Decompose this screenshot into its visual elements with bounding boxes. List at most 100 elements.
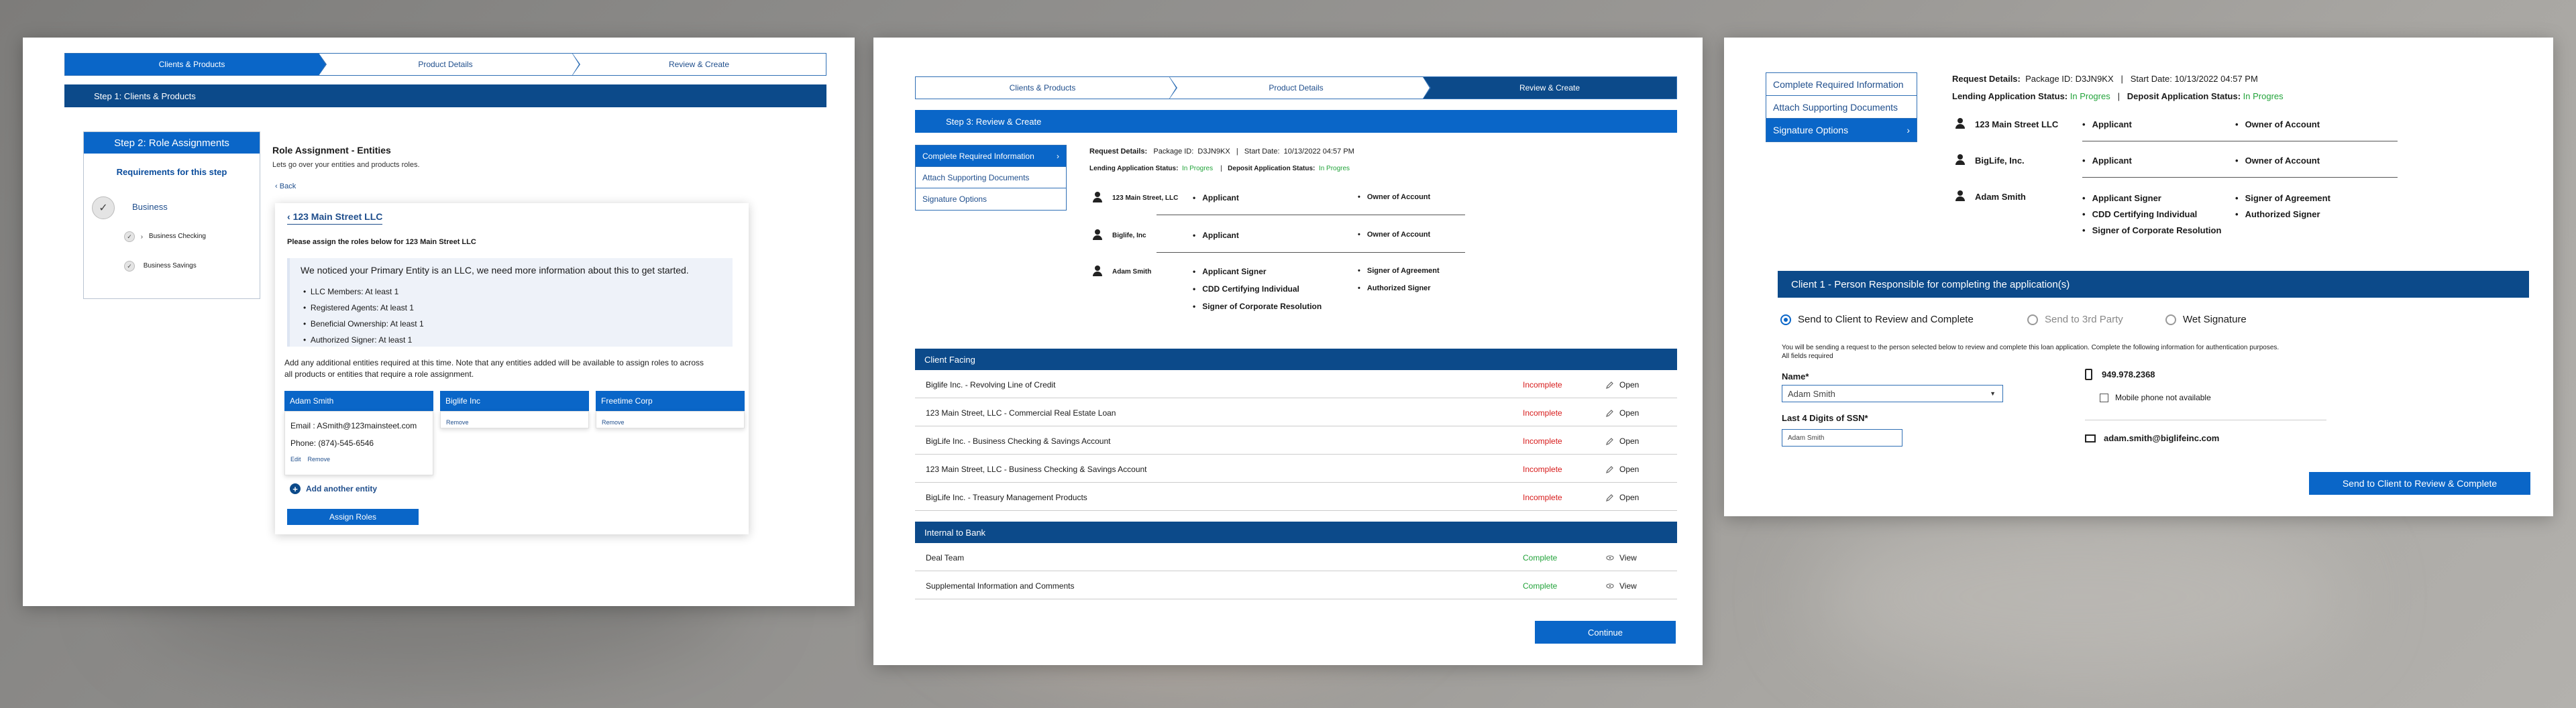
row-action[interactable]: Open [1606,436,1639,446]
table-row: BigLife Inc. - Business Checking & Savin… [915,428,1677,455]
party-role: Applicant [2082,156,2132,166]
radio-label: Send to 3rd Party [2045,314,2123,325]
ssn-label: Last 4 Digits of SSN* [1782,413,1868,423]
package-id: D3JN9KX [2075,74,2114,84]
row-name: BigLife Inc. - Business Checking & Savin… [926,436,1111,446]
ssn-input[interactable]: Adam Smith [1782,429,1902,447]
remove-link[interactable]: Remove [307,456,331,463]
name-select[interactable]: Adam Smith ▼ [1782,385,2003,402]
stepper: Clients & Products Product Details Revie… [64,53,826,76]
nav-attach-documents[interactable]: Attach Supporting Documents [916,167,1066,188]
divider [2082,177,2398,178]
business-label: Business [132,202,168,212]
entity-card-adam-smith[interactable]: Adam Smith Email : ASmith@123mainsteet.c… [284,391,433,475]
entity-link-label: 123 Main Street LLC [292,211,383,222]
radio-selected-icon [1780,314,1791,325]
name-label: Name* [1782,371,1809,381]
panel-review-create: Clients & Products Product Details Revie… [873,38,1703,665]
row-action-label: Open [1619,464,1640,474]
row-name: Biglife Inc. - Revolving Line of Credit [926,379,1056,390]
start-date-label: Start Date: [1244,148,1280,156]
email-row: adam.smith@biglifeinc.com [2085,433,2219,443]
eye-icon [1606,583,1614,589]
lending-status: In Progres [1181,165,1214,172]
edit-link[interactable]: Edit [290,456,301,463]
radio-send-third-party[interactable]: Send to 3rd Party [2027,314,2123,325]
info-text: Add any additional entities required at … [284,358,704,379]
remove-link[interactable]: Remove [602,419,625,426]
row-action[interactable]: Open [1606,465,1639,474]
deposit-status-label: Deposit Application Status: [2127,91,2241,101]
party-role: CDD Certifying Individual [1193,284,1299,294]
nav-complete-required[interactable]: Complete Required Information [1766,73,1917,96]
continue-button[interactable]: Continue [1535,621,1676,644]
page-subtitle: Lets go over your entities and products … [272,161,420,169]
nav-complete-required[interactable]: Complete Required Information › [916,145,1066,167]
row-name: Deal Team [926,552,965,563]
row-action[interactable]: Open [1606,493,1639,502]
entity-name: Biglife Inc [440,391,589,411]
remove-link[interactable]: Remove [446,419,469,426]
row-action-label: Open [1619,436,1640,446]
deposit-status-label: Deposit Application Status: [1228,165,1316,172]
row-action[interactable]: View [1606,553,1637,563]
requirement-business-checking[interactable]: ✓ › Business Checking [124,231,206,242]
llc-notice: We noticed your Primary Entity is an LLC… [287,258,733,347]
step-label: Clients & Products [158,60,225,69]
plus-circle-icon: + [290,483,301,494]
check-icon: ✓ [124,231,135,242]
nav-signature-options[interactable]: Signature Options [922,194,987,204]
back-link[interactable]: ‹ Back [275,182,296,190]
entity-link[interactable]: ‹ 123 Main Street LLC [287,211,383,225]
panel-role-assignment: Clients & Products Product Details Revie… [23,38,855,606]
nav-signature-options[interactable]: Signature Options › [1766,119,1917,141]
person-icon [1092,266,1103,276]
row-action[interactable]: Open [1606,380,1639,390]
row-action-label: Open [1619,492,1640,502]
ssn-input-value: Adam Smith [1788,434,1825,442]
party-role: Owner of Account [1358,193,1430,201]
entity-email: Email : ASmith@123mainsteet.com [290,421,417,430]
step-clients-products[interactable]: Clients & Products [915,76,1177,99]
table-row: Supplemental Information and Comments Com… [915,573,1677,599]
party-name: 123 Main Street, LLC [1112,194,1179,202]
step-review-create[interactable]: Review & Create [1423,76,1677,99]
requirement-label: Business Savings [143,262,197,270]
row-action[interactable]: Open [1606,408,1639,418]
add-entity-link[interactable]: + Add another entity [290,483,377,494]
lending-status-label: Lending Application Status: [1089,165,1179,172]
requirement-business-savings[interactable]: ✓ Business Savings [124,261,197,272]
business-row[interactable]: ✓ Business [92,196,168,219]
step-product-details[interactable]: Product Details [1169,76,1431,99]
assign-roles-button[interactable]: Assign Roles [287,509,419,525]
nav-attach-documents[interactable]: Attach Supporting Documents [1766,96,1917,119]
radio-send-client[interactable]: Send to Client to Review and Complete [1780,314,1974,325]
radio-wet-signature[interactable]: Wet Signature [2165,314,2247,325]
send-to-client-button[interactable]: Send to Client to Review & Complete [2309,472,2530,495]
mobile-phone-icon [2085,369,2092,380]
step-review-create[interactable]: Review & Create [572,53,826,76]
entity-card-freetime[interactable]: Freetime Corp Remove [596,391,745,428]
mobile-na-checkbox[interactable]: Mobile phone not available [2100,393,2211,402]
row-action[interactable]: View [1606,581,1637,591]
person-icon [1955,190,1966,201]
party-name: 123 Main Street LLC [1975,119,2059,129]
step-clients-products[interactable]: Clients & Products [64,53,327,76]
back-label: Back [279,182,297,190]
step-label: Review & Create [1519,83,1580,93]
request-details: Request Details: Package ID: D3JN9KX | S… [1089,148,1354,156]
request-details-label: Request Details: [1089,148,1148,156]
table-row: 123 Main Street, LLC - Commercial Real E… [915,400,1677,426]
internal-bank-header: Internal to Bank [915,522,1677,543]
lending-status-label: Lending Application Status: [1952,91,2068,101]
step-product-details[interactable]: Product Details [319,53,580,76]
entity-card-biglife[interactable]: Biglife Inc Remove [440,391,589,428]
stepper: Clients & Products Product Details Revie… [915,76,1677,99]
request-details: Request Details: Package ID: D3JN9KX | S… [1952,74,2258,84]
radio-icon [2027,314,2038,325]
phone-row: 949.978.2368 [2085,369,2155,380]
check-icon: ✓ [124,261,135,272]
package-id: D3JN9KX [1197,148,1230,156]
row-status: Complete [1523,552,1558,563]
eye-icon [1606,554,1614,560]
